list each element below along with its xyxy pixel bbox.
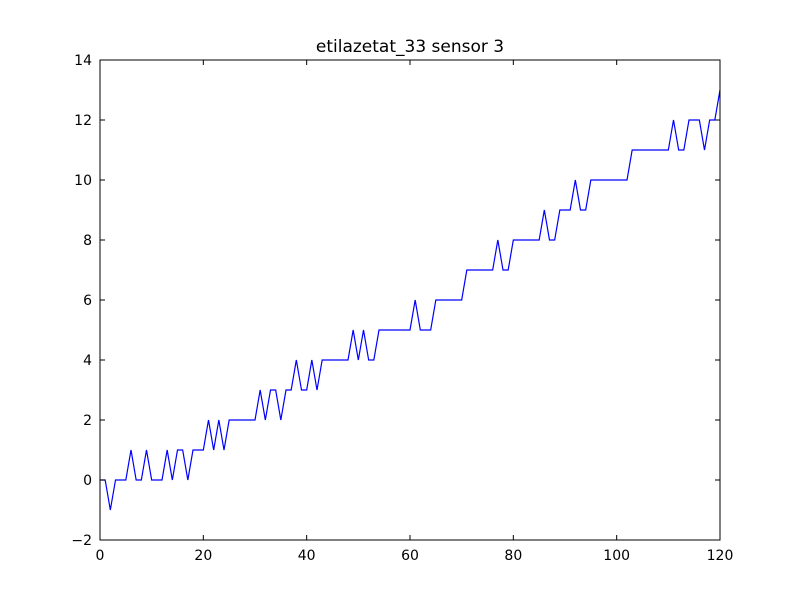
x-tick-label: 40: [298, 548, 316, 564]
x-axis: 0 20 40 60 80 100 120: [96, 60, 734, 564]
series-line-0: [100, 89, 721, 511]
y-tick-label: −2: [71, 533, 92, 549]
x-tick-label: 100: [603, 548, 630, 564]
axes-frame: [99, 59, 721, 541]
y-axis: −2 0 2 4 6 8 10 12 14: [71, 53, 720, 549]
y-tick-label: 10: [74, 173, 92, 189]
x-tick-label: 60: [401, 548, 419, 564]
x-tick-label: 20: [194, 548, 212, 564]
y-tick-label: 2: [83, 413, 92, 429]
chart-title: etilazetat_33 sensor 3: [316, 37, 504, 57]
y-tick-label: 12: [74, 113, 92, 129]
plot-area: [100, 89, 721, 511]
y-tick-label: 14: [74, 53, 92, 69]
y-tick-label: 4: [83, 353, 92, 369]
y-tick-label: 0: [83, 473, 92, 489]
y-tick-label: 6: [83, 293, 92, 309]
x-tick-label: 80: [504, 548, 522, 564]
x-tick-label: 0: [96, 548, 105, 564]
x-tick-label: 120: [707, 548, 734, 564]
y-tick-label: 8: [83, 233, 92, 249]
